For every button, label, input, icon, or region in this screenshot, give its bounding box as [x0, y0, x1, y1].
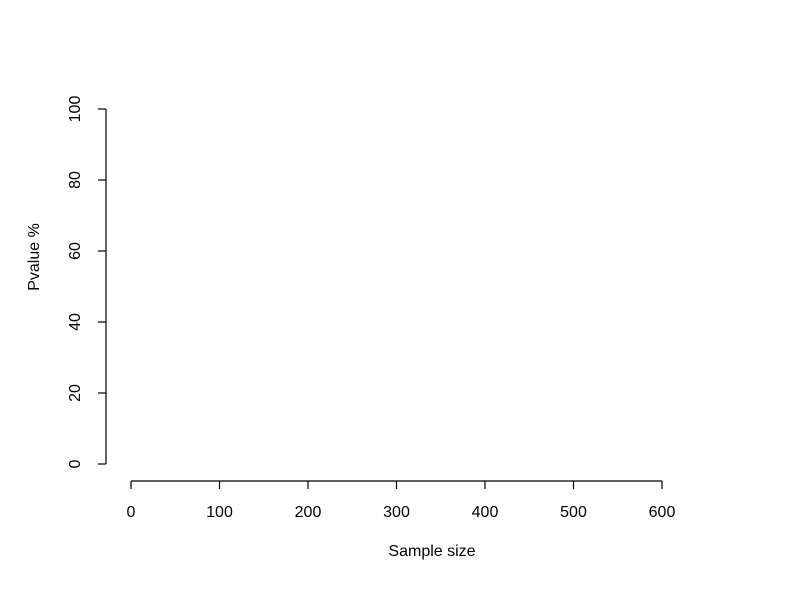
x-tick-label: 100 [206, 504, 233, 521]
y-tick-label: 60 [67, 242, 84, 260]
y-tick-label: 100 [67, 96, 84, 123]
y-tick-label: 40 [67, 313, 84, 331]
x-tick-label: 500 [560, 504, 587, 521]
x-tick-label: 600 [649, 504, 676, 521]
y-tick-label: 80 [67, 171, 84, 189]
x-tick-label: 300 [383, 504, 410, 521]
y-axis: 0 20 40 60 80 100 [67, 96, 107, 468]
x-axis: 0 100 200 300 400 500 600 [127, 480, 676, 521]
x-tick-label: 200 [295, 504, 322, 521]
y-tick-label: 0 [67, 459, 84, 468]
y-tick-label: 20 [67, 384, 84, 402]
x-tick-label: 400 [472, 504, 499, 521]
y-axis-title: Pvalue % [26, 223, 43, 291]
x-axis-title: Sample size [388, 543, 475, 560]
x-tick-label: 0 [127, 504, 136, 521]
